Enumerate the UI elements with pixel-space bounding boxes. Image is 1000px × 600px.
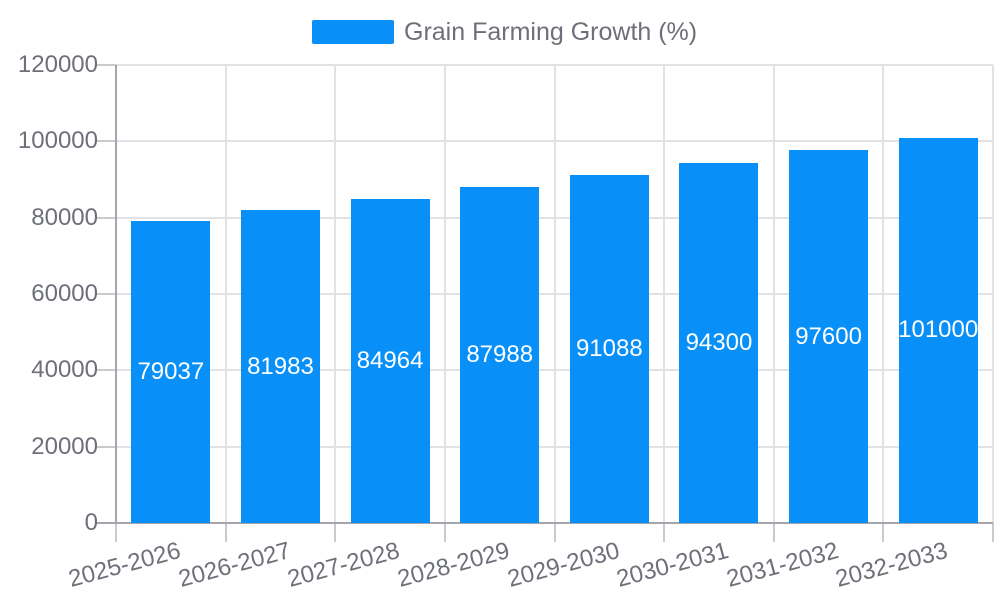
x-axis-tick-mark: [882, 523, 885, 542]
bar[interactable]: [679, 163, 759, 523]
y-axis-tick-mark: [97, 369, 116, 372]
y-axis-tick-label: 60000: [31, 280, 98, 307]
y-axis-tick-mark: [97, 216, 116, 219]
y-axis-tick-mark: [97, 64, 116, 66]
gridline-vertical: [772, 65, 775, 523]
bar-value-label: 97600: [795, 322, 862, 350]
legend-label: Grain Farming Growth (%): [404, 18, 698, 46]
gridline-vertical: [663, 65, 666, 523]
y-axis-tick-label: 100000: [17, 127, 98, 155]
x-axis-category-label: 2030-2031: [613, 537, 732, 593]
x-axis-category-label: 2031-2032: [723, 537, 842, 593]
x-axis-tick-mark: [992, 523, 994, 542]
gridline-vertical: [553, 65, 556, 523]
y-axis-tick-label: 120000: [17, 51, 98, 78]
bar[interactable]: [898, 137, 978, 523]
x-axis-category-label: 2027-2028: [284, 537, 403, 593]
x-axis-category-label: 2029-2030: [504, 537, 623, 593]
gridline-vertical: [882, 65, 885, 523]
bar-value-label: 81983: [247, 352, 314, 380]
x-axis-tick-mark: [224, 523, 227, 542]
bar[interactable]: [350, 198, 430, 523]
y-axis-tick-label: 20000: [31, 432, 98, 460]
bar-value-label: 94300: [685, 329, 753, 357]
legend-item[interactable]: Grain Farming Growth (%): [312, 18, 698, 46]
x-axis-tick-mark: [443, 523, 446, 542]
x-axis-line: [97, 522, 993, 524]
x-axis-tick-mark: [115, 523, 117, 542]
x-axis-tick-mark: [772, 523, 775, 542]
bar-value-label: 91088: [575, 335, 643, 363]
y-axis-tick-label: 0: [84, 509, 98, 536]
x-axis-tick-mark: [553, 523, 556, 542]
x-axis-tick-mark: [334, 523, 337, 542]
legend-swatch-icon: [312, 20, 394, 44]
gridline-vertical: [334, 65, 337, 523]
gridline-vertical: [224, 65, 227, 523]
x-axis-category-label: 2026-2027: [175, 537, 294, 593]
y-axis-tick-label: 80000: [31, 203, 98, 231]
bar-value-label: 79037: [137, 358, 205, 386]
x-axis-category-label: 2032-2033: [833, 537, 951, 593]
y-axis-tick-mark: [97, 140, 116, 143]
bar[interactable]: [240, 210, 320, 523]
x-axis-category-label: 2028-2029: [394, 537, 513, 593]
y-axis-tick-mark: [97, 445, 116, 448]
y-axis-tick-label: 40000: [31, 356, 98, 384]
bar[interactable]: [569, 175, 649, 523]
bar[interactable]: [789, 150, 869, 523]
y-axis-line: [115, 65, 117, 523]
bar-value-label: 101000: [898, 316, 979, 344]
bar[interactable]: [460, 187, 540, 523]
bar-value-label: 87988: [466, 341, 534, 369]
x-axis-tick-mark: [663, 523, 666, 542]
bar-value-label: 84964: [356, 346, 424, 374]
bar[interactable]: [131, 221, 211, 523]
x-axis-category-label: 2025-2026: [65, 537, 184, 593]
gridline-vertical: [992, 65, 994, 523]
y-axis-tick-mark: [97, 293, 116, 295]
gridline-vertical: [443, 65, 446, 523]
